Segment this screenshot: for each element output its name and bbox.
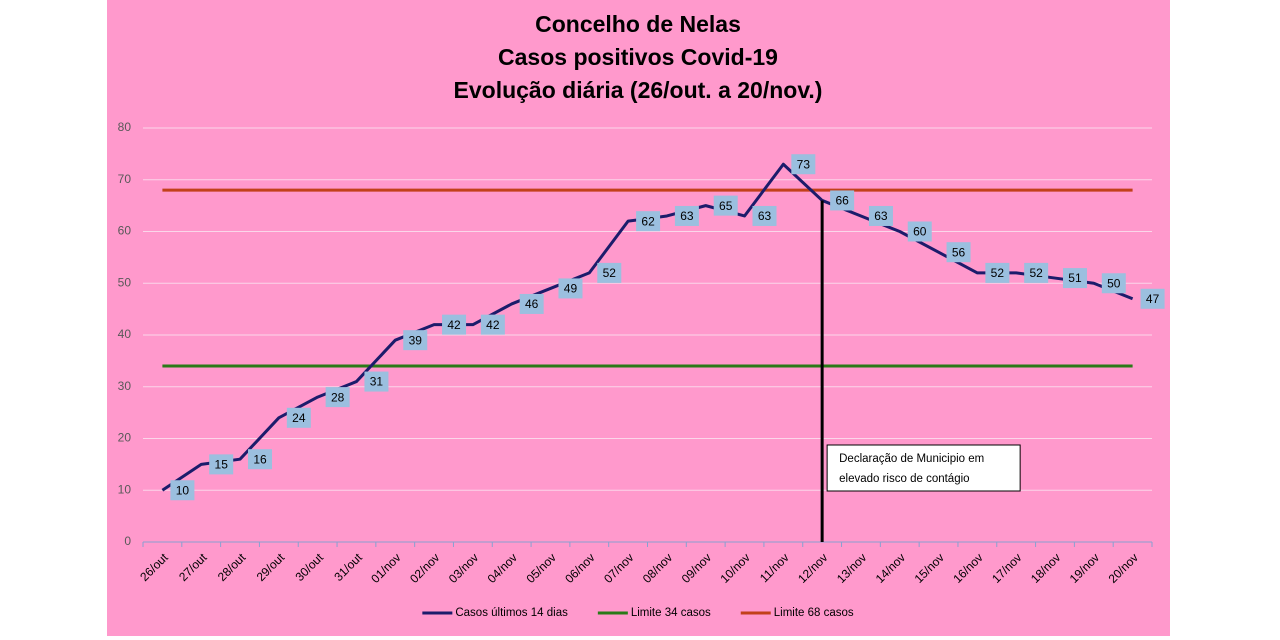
y-tick-label: 80 [118,120,132,134]
data-label-box [752,205,777,226]
y-tick-label: 20 [118,431,132,445]
legend-label: Casos últimos 14 dias [455,607,568,619]
chart-title: Evolução diária (26/out. a 20/nov.) [454,77,823,103]
data-label-box [907,221,932,242]
data-label-box [480,314,505,335]
data-label-box [286,407,311,428]
data-label: 73 [797,157,811,171]
data-label: 10 [176,483,190,497]
data-label: 56 [952,245,966,259]
data-label-box [248,449,273,470]
data-label-box [674,205,699,226]
data-label-box [519,293,544,314]
data-label: 42 [486,318,500,332]
data-label-box [1024,262,1049,283]
chart-title: Casos positivos Covid-19 [498,44,778,70]
data-label-box [713,195,738,216]
data-label-box [1062,268,1087,289]
data-label-box [442,314,467,335]
data-label: 52 [991,266,1005,280]
data-label-box [1140,288,1165,309]
y-tick-label: 40 [118,327,132,341]
data-label: 65 [719,199,733,213]
data-label: 49 [564,282,578,296]
annotation-box [826,444,1021,492]
data-label: 60 [913,225,927,239]
data-label: 16 [253,452,267,466]
data-label: 47 [1146,292,1160,306]
y-tick-label: 60 [118,224,132,238]
data-label: 63 [680,209,694,223]
data-label-box [946,242,971,263]
y-tick-label: 10 [118,482,132,496]
data-label-box [325,387,350,408]
data-label: 62 [641,214,655,228]
data-label-box [558,278,583,299]
data-label: 52 [1029,266,1043,280]
data-label: 63 [758,209,772,223]
data-label-box [830,190,855,211]
chart-background [107,0,1170,636]
data-label-box [597,262,622,283]
y-tick-label: 50 [118,275,132,289]
data-label: 51 [1068,271,1082,285]
data-label: 63 [874,209,888,223]
data-label: 50 [1107,276,1121,290]
y-tick-label: 0 [124,534,131,548]
y-tick-label: 70 [118,172,132,186]
data-label: 15 [215,458,229,472]
annotation-text: Declaração de Municipio em [839,453,984,465]
data-label-box [1101,273,1126,294]
legend-label: Limite 68 casos [774,607,854,619]
data-label: 28 [331,390,345,404]
data-label-box [868,205,893,226]
y-tick-label: 30 [118,379,132,393]
data-label-box [403,330,428,351]
data-label-box [791,154,816,175]
data-label-box [364,371,389,392]
data-label: 46 [525,297,539,311]
data-label-box [636,211,661,232]
annotation-text: elevado risco de contágio [839,473,969,485]
data-label: 39 [409,333,423,347]
data-label: 52 [603,266,617,280]
data-label-box [985,262,1010,283]
legend-label: Limite 34 casos [631,607,711,619]
data-label: 24 [292,411,306,425]
data-label-box [170,480,195,501]
data-label: 42 [447,318,461,332]
chart-title: Concelho de Nelas [535,11,741,37]
data-label-box [209,454,234,475]
data-label: 66 [835,194,849,208]
data-label: 31 [370,375,384,389]
